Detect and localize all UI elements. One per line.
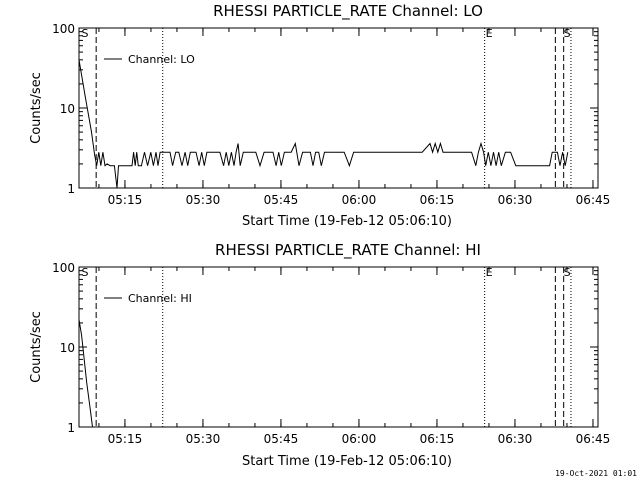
event-marker-label: S bbox=[82, 266, 89, 279]
event-marker-label: E bbox=[486, 266, 493, 279]
x-tick-label: 06:15 bbox=[420, 432, 455, 446]
data-series bbox=[78, 59, 569, 189]
y-tick-label: 10 bbox=[60, 341, 75, 355]
event-lines bbox=[95, 267, 572, 427]
event-lines bbox=[95, 28, 572, 188]
y-axis-label: Counts/sec bbox=[29, 72, 44, 144]
x-tick-label: 05:30 bbox=[186, 193, 221, 207]
x-tick-label: 06:30 bbox=[498, 432, 533, 446]
y-tick-label: 10 bbox=[60, 102, 75, 116]
y-tick-label: 100 bbox=[52, 22, 75, 36]
y-axis-label: Counts/sec bbox=[29, 311, 44, 383]
event-marker-label: S bbox=[564, 266, 571, 279]
x-tick-label: 06:00 bbox=[342, 432, 377, 446]
y-tick-label: 100 bbox=[52, 261, 75, 275]
event-marker-label: S bbox=[82, 27, 89, 40]
x-tick-label: 06:00 bbox=[342, 193, 377, 207]
x-axis-label: Start Time (19-Feb-12 05:06:10) bbox=[242, 214, 452, 229]
hi-channel-panel: RHESSI PARTICLE_RATE Channel: HI Counts/… bbox=[29, 241, 610, 469]
x-tick-label: 05:15 bbox=[108, 432, 143, 446]
series-line bbox=[78, 59, 569, 189]
x-tick-label: 06:15 bbox=[420, 193, 455, 207]
y-tick-label: 1 bbox=[67, 182, 75, 196]
x-axis-label: Start Time (19-Feb-12 05:06:10) bbox=[242, 454, 452, 469]
plot-frame bbox=[78, 266, 599, 428]
event-marker-label: E bbox=[486, 27, 493, 40]
x-tick-label: 06:45 bbox=[576, 432, 611, 446]
x-tick-label: 06:45 bbox=[576, 193, 611, 207]
chart-title: RHESSI PARTICLE_RATE Channel: HI bbox=[215, 241, 481, 260]
y-tick-label: 1 bbox=[67, 421, 75, 435]
plot-frame bbox=[78, 27, 599, 189]
footer-timestamp: 19-Oct-2021 01:01 bbox=[555, 469, 637, 478]
x-tick-label: 05:45 bbox=[264, 193, 299, 207]
x-tick-label: 05:30 bbox=[186, 432, 221, 446]
legend: Channel: HI bbox=[104, 292, 192, 305]
series-line bbox=[78, 319, 93, 428]
axis-ticks: 1 10 100 05:15 05:30 05:45 06:00 06:15 06:30 06:4… bbox=[52, 261, 610, 446]
axis-ticks: 1 10 100 05:15 05:30 05:45 06:00 06:15 06:30 06:4… bbox=[52, 22, 610, 207]
x-tick-label: 05:15 bbox=[108, 193, 143, 207]
x-tick-label: 05:45 bbox=[264, 432, 299, 446]
data-series bbox=[78, 319, 93, 428]
legend: Channel: LO bbox=[104, 53, 195, 66]
chart-title: RHESSI PARTICLE_RATE Channel: LO bbox=[213, 2, 483, 21]
event-marker-label: S bbox=[564, 27, 571, 40]
legend-label: Channel: LO bbox=[128, 53, 195, 66]
lo-channel-panel: RHESSI PARTICLE_RATE Channel: LO Counts/… bbox=[29, 2, 610, 229]
x-tick-label: 06:30 bbox=[498, 193, 533, 207]
legend-label: Channel: HI bbox=[128, 292, 192, 305]
